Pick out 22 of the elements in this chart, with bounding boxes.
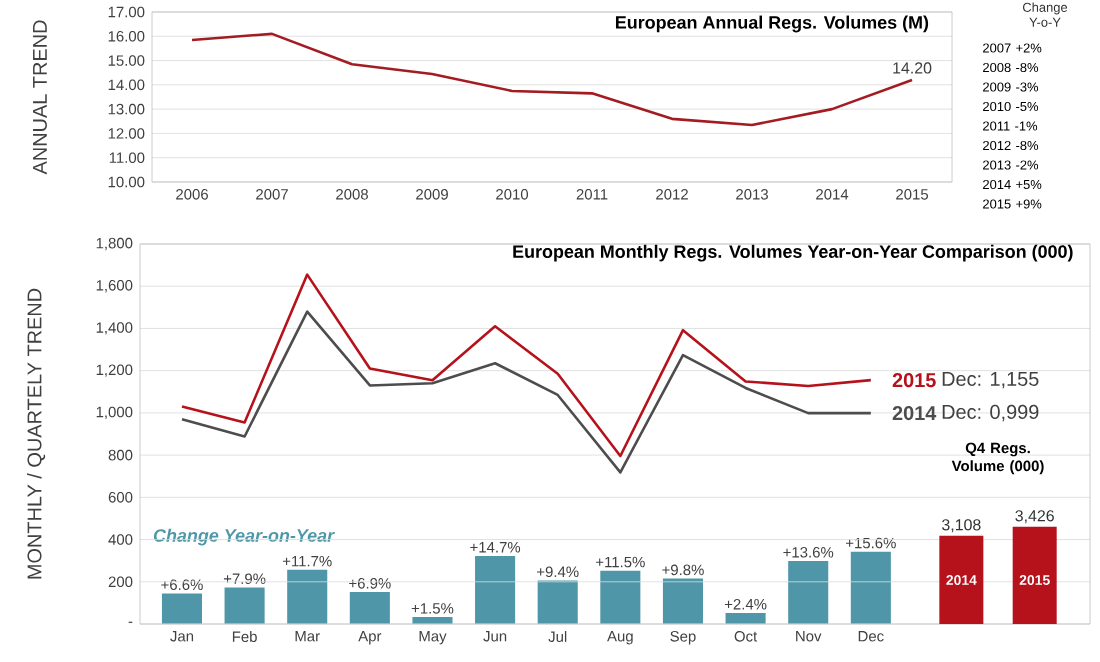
bar	[475, 555, 516, 624]
bar	[850, 551, 891, 624]
bar	[287, 569, 328, 624]
bar	[537, 580, 578, 624]
bar	[788, 560, 829, 624]
text: Dec: 0,999	[942, 404, 1039, 422]
bar	[600, 570, 641, 624]
series-label: Change Year-on-Year	[153, 528, 335, 546]
bar	[349, 592, 390, 624]
bar	[224, 587, 265, 624]
chart-title: European Monthly Regs. Volumes Year-on-Year Comparison (000)	[513, 244, 1073, 262]
bar	[161, 593, 203, 624]
chart-title: European Annual Regs. Volumes (M)	[615, 15, 929, 33]
line-series	[180, 310, 873, 474]
bar	[662, 578, 703, 624]
text: Dec: 1,155	[942, 372, 1039, 389]
bar	[725, 612, 766, 624]
y-axis-title: ANNUAL TREND	[33, 20, 47, 175]
line-series	[180, 273, 873, 458]
y-axis-title: MONTHLY / QUARTELY TREND	[26, 288, 46, 579]
series-label: 2014	[892, 406, 937, 421]
series-label: 2015	[892, 373, 936, 388]
